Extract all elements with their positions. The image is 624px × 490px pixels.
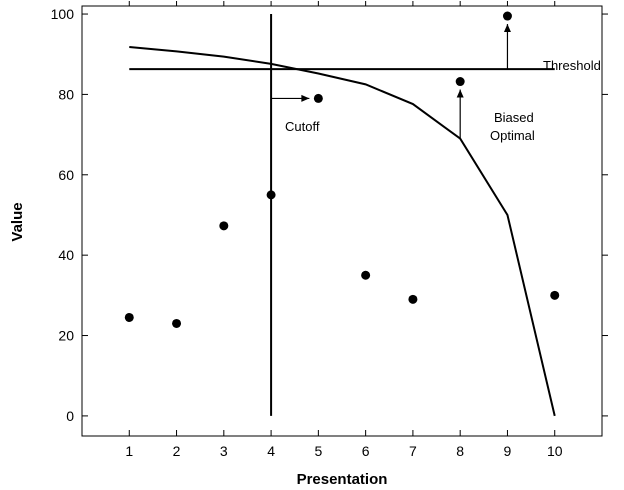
- x-tick-label: 7: [409, 443, 417, 459]
- data-point: [361, 270, 371, 280]
- x-axis-ticks: 1 2 3 4 5 6 7 8 9 10: [125, 1, 563, 459]
- x-axis-title: Presentation: [297, 471, 388, 488]
- data-point: [172, 318, 182, 328]
- y-axis-ticks: 0 20 40 60 80 100: [51, 6, 608, 424]
- y-tick-label: 60: [58, 167, 74, 183]
- data-point: [502, 11, 512, 21]
- x-tick-label: 6: [362, 443, 370, 459]
- data-point: [219, 221, 229, 231]
- annotation-threshold: Threshold: [543, 58, 601, 73]
- annotation-biased: Biased: [494, 110, 534, 125]
- data-point: [455, 77, 465, 87]
- y-tick-label: 40: [58, 247, 74, 263]
- y-tick-label: 80: [58, 86, 74, 102]
- x-tick-label: 2: [173, 443, 181, 459]
- data-points: [124, 11, 560, 328]
- y-tick-label: 100: [51, 6, 75, 22]
- x-tick-label: 10: [547, 443, 563, 459]
- data-point: [266, 190, 276, 200]
- optimal-curve: [129, 45, 556, 417]
- data-point: [550, 290, 560, 300]
- data-point: [408, 294, 418, 304]
- y-tick-label: 20: [58, 328, 74, 344]
- y-axis-title: Value: [9, 202, 26, 241]
- threshold-arrow: [503, 24, 511, 70]
- cutoff-arrow: [271, 94, 310, 102]
- x-tick-label: 8: [456, 443, 464, 459]
- x-tick-label: 4: [267, 443, 275, 459]
- x-tick-label: 5: [314, 443, 322, 459]
- data-point: [124, 312, 134, 322]
- annotation-cutoff: Cutoff: [285, 119, 320, 134]
- x-tick-label: 1: [125, 443, 133, 459]
- annotation-arrows: [271, 24, 511, 139]
- x-tick-label: 9: [504, 443, 512, 459]
- data-point: [313, 93, 323, 103]
- annotation-optimal: Optimal: [490, 128, 535, 143]
- biased-optimal-arrow: [456, 89, 464, 139]
- plot-frame: [81, 5, 603, 437]
- x-tick-label: 3: [220, 443, 228, 459]
- y-tick-label: 0: [66, 408, 74, 424]
